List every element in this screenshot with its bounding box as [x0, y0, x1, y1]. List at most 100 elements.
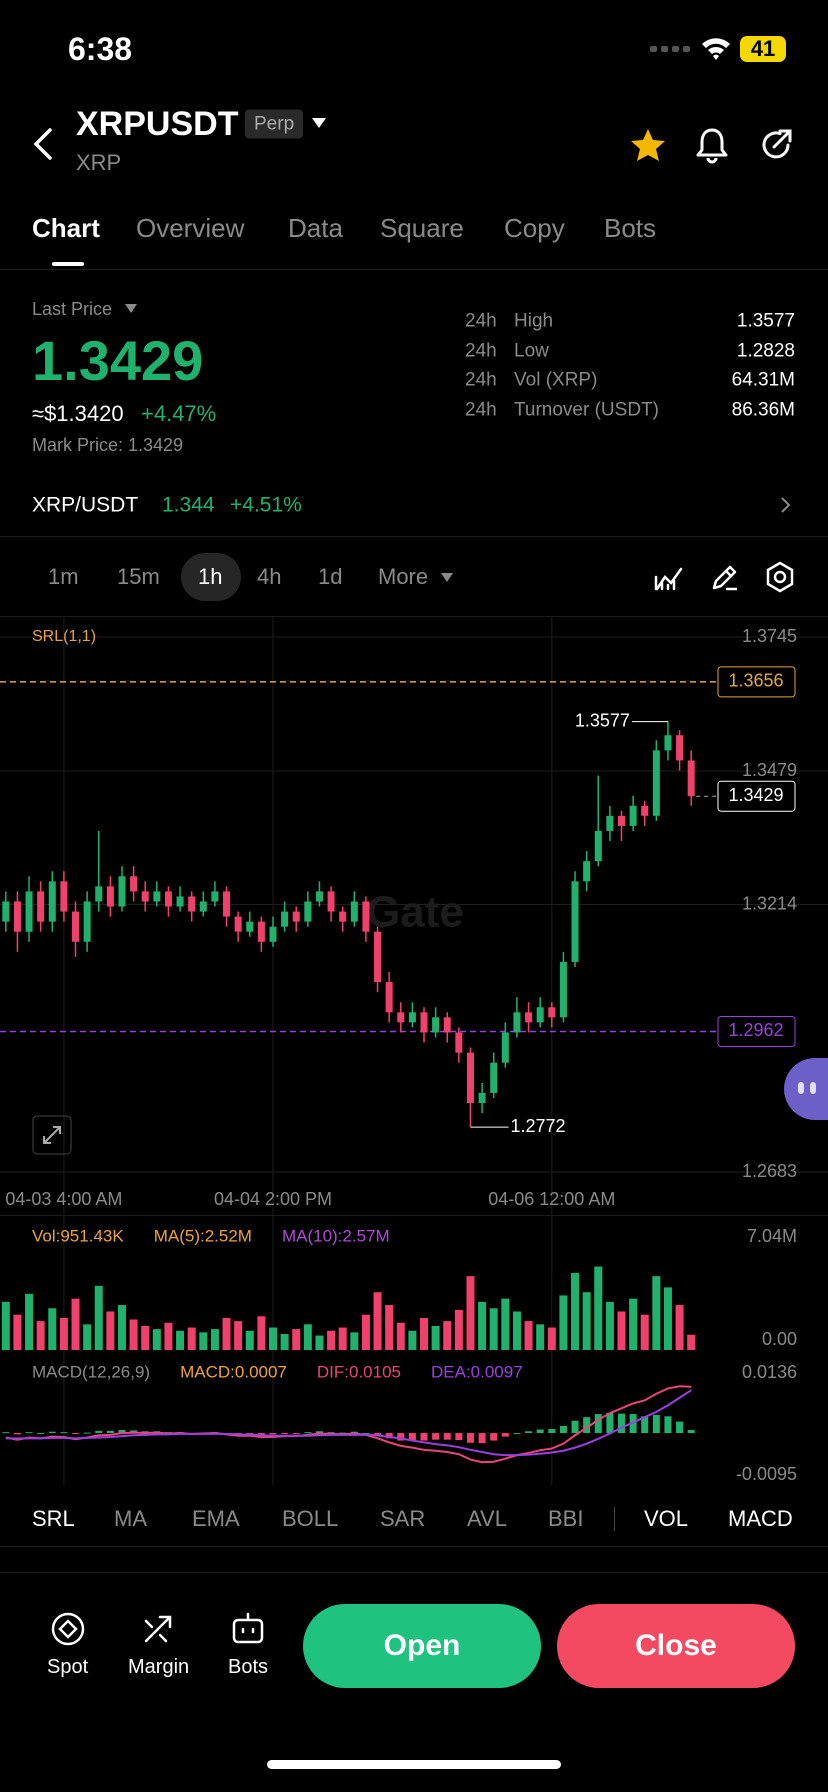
timeframe[interactable]: 1h [198, 564, 223, 589]
indicator-tab[interactable]: EMA [192, 1506, 240, 1531]
nav-label[interactable]: Bots [228, 1656, 269, 1678]
volume-bar [524, 1321, 533, 1350]
candle-body [141, 891, 149, 902]
volume-bar [571, 1272, 580, 1350]
candle-body [629, 805, 637, 826]
srl-label: 1.3656 [728, 671, 783, 691]
last-price-label[interactable]: Last Price [32, 299, 113, 319]
volume-bar [454, 1309, 463, 1350]
macd-bar [83, 1432, 91, 1434]
y-tick-label: 1.3745 [742, 626, 797, 646]
macd-bar [118, 1429, 126, 1434]
indicator-tab[interactable]: VOL [644, 1506, 689, 1531]
stat-period: 24h [465, 369, 497, 391]
spot-chevron[interactable] [780, 496, 792, 514]
settings-icon[interactable] [765, 561, 795, 593]
indicator-tab[interactable]: SAR [380, 1506, 426, 1531]
divider [0, 536, 828, 537]
volume-bar [617, 1311, 626, 1350]
timeframe[interactable]: 1m [48, 564, 79, 589]
macd-bar [583, 1417, 591, 1434]
symbol-dropdown[interactable] [311, 117, 327, 129]
candle-body [83, 901, 91, 942]
y-tick-label: 7.04M [747, 1226, 797, 1246]
volume-bar [547, 1327, 556, 1350]
candle-body [443, 1017, 451, 1033]
legend-label: MA(5):2.52M [154, 1226, 252, 1245]
close-button[interactable]: Close [557, 1604, 795, 1688]
spot-pair[interactable]: XRP/USDT [32, 493, 139, 517]
macd-bar [617, 1413, 625, 1434]
volume-bar [512, 1311, 521, 1350]
timeframe[interactable]: 1d [318, 564, 343, 589]
macd-bar [664, 1416, 672, 1434]
bots-icon[interactable] [230, 1611, 266, 1647]
volume-bar [420, 1317, 429, 1350]
candle-body [432, 1017, 440, 1033]
candle-body [281, 911, 289, 927]
expand-button[interactable] [32, 1115, 72, 1155]
candle-body [525, 1012, 533, 1023]
legend-label: MA(10):2.57M [282, 1226, 390, 1245]
volume-bar [152, 1329, 161, 1350]
margin-icon[interactable] [140, 1611, 176, 1647]
tab[interactable]: Data [288, 213, 343, 243]
stat-value: 1.3577 [736, 310, 795, 332]
indicator-tab[interactable]: MACD [728, 1506, 793, 1531]
indicator-tab[interactable]: BBI [548, 1506, 584, 1531]
x-tick-label: 04-03 4:00 AM [5, 1189, 122, 1209]
macd-bar [571, 1420, 579, 1434]
candle-body [292, 911, 300, 922]
macd-bar [397, 1433, 405, 1441]
favorite-star[interactable] [629, 127, 667, 163]
macd-bar [455, 1433, 463, 1441]
nav-label[interactable]: Spot [47, 1656, 89, 1678]
stat-period: 24h [465, 310, 497, 332]
indicator-tab[interactable]: BOLL [282, 1506, 339, 1531]
volume-bar [652, 1276, 661, 1350]
tab[interactable]: Copy [504, 213, 565, 243]
tab[interactable]: Chart [32, 213, 100, 243]
volume-bar [13, 1314, 22, 1350]
macd-bar [443, 1433, 451, 1440]
low-marker-label: 1.2772 [510, 1116, 565, 1136]
indicator-icon[interactable] [654, 563, 684, 591]
y-tick-label: 1.2683 [742, 1161, 797, 1181]
y-tick-label: 0.00 [762, 1329, 797, 1349]
back-button[interactable] [30, 127, 58, 161]
candle-body [385, 982, 393, 1013]
timeframe[interactable]: More [378, 564, 429, 589]
indicator-tab[interactable]: AVL [467, 1506, 507, 1531]
tab[interactable]: Overview [136, 213, 245, 243]
volume-bar [466, 1276, 475, 1350]
timeframe[interactable]: 15m [117, 564, 160, 589]
assistant-bubble[interactable] [784, 1058, 828, 1120]
indicator-tab[interactable]: SRL [32, 1506, 75, 1531]
stat-value: 64.31M [731, 369, 795, 391]
indicator-tab[interactable]: MA [114, 1506, 147, 1531]
macd-bar [315, 1431, 323, 1434]
tab[interactable]: Square [380, 213, 464, 243]
volume-bar [164, 1322, 173, 1350]
open-button[interactable]: Open [303, 1604, 541, 1688]
share-button[interactable] [758, 127, 794, 163]
usd-price: ≈$1.3420 [32, 401, 124, 426]
perp-badge: Perp [245, 109, 304, 139]
draw-icon[interactable] [710, 562, 740, 592]
nav-label[interactable]: Margin [128, 1656, 190, 1678]
volume-bar [199, 1332, 208, 1350]
macd-bar [25, 1432, 33, 1434]
candle-body [269, 926, 277, 942]
alert-bell[interactable] [694, 126, 730, 164]
volume-bar [222, 1317, 231, 1350]
candle-body [327, 891, 335, 912]
stat-value: 86.36M [731, 399, 795, 421]
macd-bar [594, 1414, 602, 1434]
candle-body [164, 891, 172, 907]
macd-bar [72, 1433, 80, 1435]
spot-icon[interactable] [50, 1611, 86, 1647]
tab[interactable]: Bots [604, 213, 657, 243]
candle-body [362, 901, 370, 932]
timeframe[interactable]: 4h [257, 564, 282, 589]
